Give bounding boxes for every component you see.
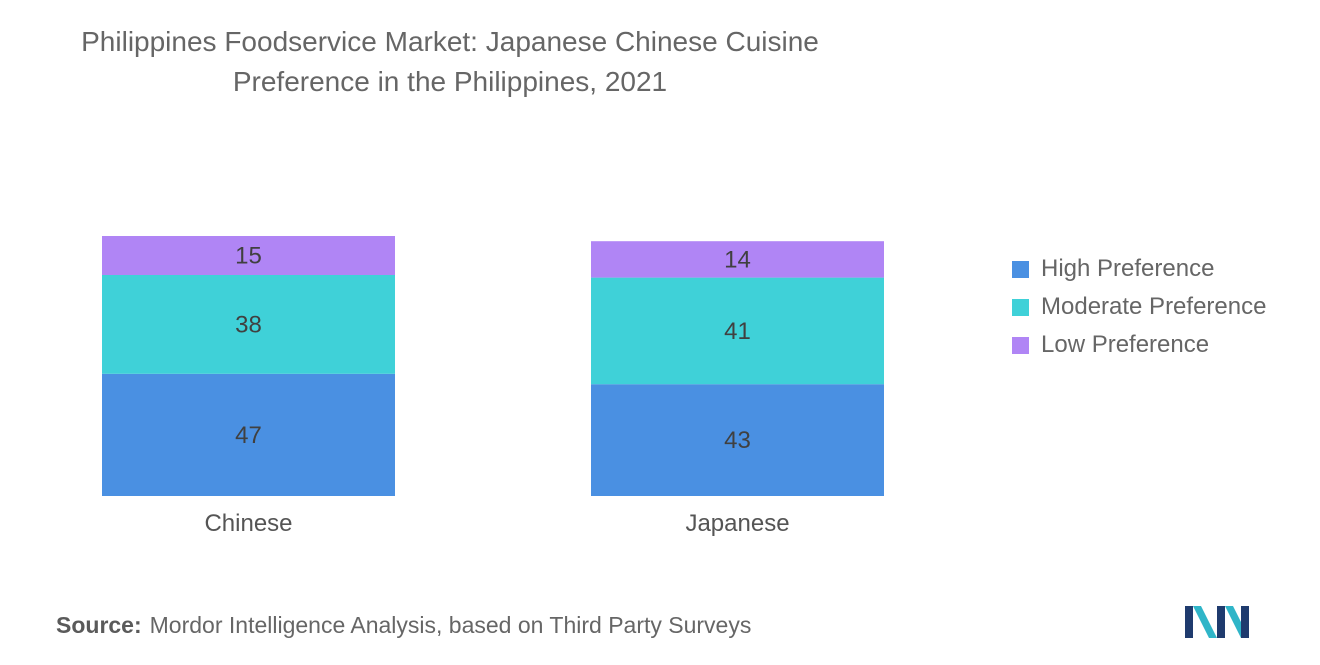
logo-shape-mid: [1217, 606, 1225, 638]
logo-shape-left: [1185, 606, 1193, 638]
data-label-japanese-high: 43: [724, 427, 751, 454]
x-tick-label-japanese: Japanese: [685, 510, 789, 537]
x-tick-label-chinese: Chinese: [204, 510, 292, 537]
bar-chinese-high: [102, 373, 395, 496]
legend-item-low: Low Preference: [1012, 326, 1266, 364]
chart-legend: High Preference Moderate Preference Low …: [1012, 250, 1266, 364]
bar-japanese-moderate: [591, 277, 884, 385]
source-note: Source: Mordor Intelligence Analysis, bas…: [56, 612, 751, 639]
legend-label-high: High Preference: [1041, 255, 1215, 282]
logo-shape-right: [1241, 606, 1249, 638]
data-label-chinese-low: 15: [235, 243, 262, 270]
bar-chinese-low: [102, 236, 395, 275]
source-text: Mordor Intelligence Analysis, based on T…: [149, 612, 752, 638]
chart-title-line1: Philippines Foodservice Market: Japanese…: [81, 26, 819, 57]
legend-item-high: High Preference: [1012, 250, 1266, 288]
logo-shape-diag1: [1193, 606, 1217, 638]
legend-swatch-moderate: [1012, 298, 1029, 316]
data-label-japanese-moderate: 41: [724, 318, 751, 345]
bar-japanese-low: [591, 241, 884, 278]
chart-title-line2: Preference in the Philippines, 2021: [232, 66, 668, 97]
legend-label-moderate: Moderate Preference: [1041, 293, 1267, 320]
data-label-japanese-low: 14: [724, 246, 751, 273]
legend-label-low: Low Preference: [1041, 331, 1210, 358]
bar-chinese-moderate: [102, 275, 395, 374]
legend-item-moderate: Moderate Preference: [1012, 288, 1266, 326]
bar-japanese-high: [591, 384, 884, 496]
stacked-bar-chart: 47 38 15 Chinese 43 41 14 Japanese: [102, 236, 884, 537]
chart-title: Philippines Foodservice Market: Japanese…: [40, 22, 860, 102]
source-label: Source:: [56, 612, 142, 638]
mordor-intelligence-logo-icon: [1185, 606, 1249, 638]
legend-swatch-high: [1012, 260, 1029, 278]
legend-swatch-low: [1012, 336, 1029, 354]
data-label-chinese-high: 47: [235, 422, 262, 449]
data-label-chinese-moderate: 38: [235, 311, 262, 338]
